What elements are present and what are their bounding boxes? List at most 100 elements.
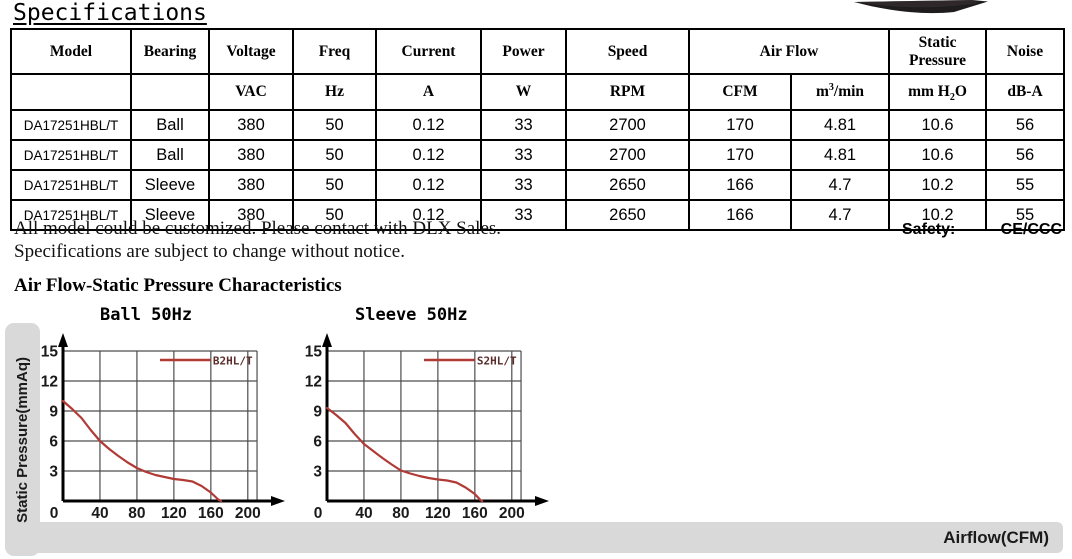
y-axis-label: Static Pressure(mmAq) (14, 356, 31, 523)
table-cell: Sleeve (130, 199, 210, 231)
ball-chart-svg: 15 12 9 6 3 0 40 80 120 160 200 B2HL/T (41, 333, 285, 522)
header-row-1: Model Bearing Voltage Freq Current Power… (10, 28, 1066, 75)
svg-text:80: 80 (392, 505, 409, 522)
table-cell: DA17251HBL/T (10, 169, 132, 201)
table-cell: 55 (985, 199, 1066, 231)
unit-cell-empty-bearing (130, 73, 210, 111)
unit-dba: dB-A (985, 73, 1066, 111)
col-header-airflow: Air Flow (687, 28, 891, 75)
header-row-units: VAC Hz A W RPM CFM m3/min mm H2O dB-A (10, 73, 1066, 111)
unit-hz: Hz (292, 73, 377, 111)
table-cell: 56 (985, 109, 1066, 141)
col-header-power: Power (480, 28, 567, 75)
col-header-model: Model (10, 28, 132, 75)
table-cell: Sleeve (130, 169, 210, 201)
svg-text:12: 12 (41, 374, 58, 391)
table-cell: 2650 (565, 199, 690, 231)
svg-text:0: 0 (314, 505, 323, 522)
safety-line: Safety: CE/CCC (902, 221, 1062, 239)
unit-cfm: CFM (688, 73, 792, 111)
unit-cell-empty-model (10, 73, 132, 111)
table-cell: 33 (480, 139, 567, 171)
svg-text:160: 160 (198, 505, 224, 522)
svg-text:9: 9 (49, 404, 58, 421)
table-cell: 55 (985, 169, 1066, 201)
table-cell: Ball (130, 139, 210, 171)
table-cell: 33 (480, 199, 567, 231)
table-cell: DA17251HBL/T (10, 109, 132, 141)
unit-mmh2o: mm H2O (888, 73, 988, 111)
col-header-freq: Freq (292, 28, 377, 75)
unit-a: A (375, 73, 482, 111)
table-cell: 33 (480, 169, 567, 201)
subscript-2: 2 (949, 92, 955, 104)
col-header-static-pressure: Static Pressure (888, 28, 988, 75)
table-cell: 2700 (565, 109, 690, 141)
table-row: DA17251HBL/T Sleeve 380 50 0.12 33 2650 166 4.7 1… (10, 199, 1066, 231)
table-cell: 380 (208, 109, 294, 141)
unit-m3min: m3/min (789, 73, 891, 111)
table-cell: 380 (208, 139, 294, 171)
superscript-3: 3 (828, 81, 834, 93)
svg-text:120: 120 (425, 505, 451, 522)
col-header-bearing: Bearing (130, 28, 210, 75)
table-cell: 4.81 (789, 139, 891, 171)
y-axis-label-bar: Static Pressure(mmAq) (5, 323, 40, 556)
unit-rpm: RPM (565, 73, 690, 111)
safety-value: CE/CCC (1000, 221, 1062, 238)
sleeve-chart-svg: 15 12 9 6 3 0 40 80 120 160 200 S2HL/T (305, 333, 549, 522)
svg-text:120: 120 (161, 505, 187, 522)
table-cell: 0.12 (375, 169, 482, 201)
table-cell: 50 (292, 169, 377, 201)
table-cell: 33 (480, 109, 567, 141)
fan-photo-fragment (854, 0, 988, 14)
table-cell: 56 (985, 139, 1066, 171)
svg-text:80: 80 (128, 505, 145, 522)
table-cell: 10.6 (888, 139, 988, 171)
table-cell: 50 (292, 139, 377, 171)
svg-text:200: 200 (499, 505, 525, 522)
svg-text:0: 0 (50, 505, 59, 522)
svg-text:12: 12 (305, 374, 322, 391)
table-row: DA17251HBL/T Sleeve 380 50 0.12 33 2650 166 4.7 1… (10, 169, 1066, 201)
table-row: DA17251HBL/T Ball 380 50 0.12 33 2700 170 4.81 10… (10, 139, 1066, 171)
table-cell: 166 (688, 169, 792, 201)
note-subject-to-change: Specifications are subject to change wit… (14, 241, 405, 262)
svg-text:B2HL/T: B2HL/T (213, 355, 253, 368)
page-title: Specifications (13, 0, 207, 26)
col-header-noise: Noise (985, 28, 1066, 75)
unit-vac: VAC (208, 73, 294, 111)
table-row: DA17251HBL/T Ball 380 50 0.12 33 2700 170 4.81 10… (10, 109, 1066, 141)
sleeve-chart-title: Sleeve 50Hz (355, 305, 468, 325)
svg-text:160: 160 (462, 505, 488, 522)
svg-text:15: 15 (41, 344, 59, 361)
col-header-current: Current (375, 28, 482, 75)
table-cell: 0.12 (375, 199, 482, 231)
table-cell: 10.2 (888, 199, 988, 231)
col-header-voltage: Voltage (208, 28, 294, 75)
x-axis-label-bar: Airflow(CFM) (24, 522, 1063, 553)
table-cell: 50 (292, 199, 377, 231)
table-cell: 170 (688, 109, 792, 141)
svg-text:6: 6 (49, 434, 58, 451)
table-cell: 380 (208, 169, 294, 201)
spec-table: Model Bearing Voltage Freq Current Power… (10, 28, 1066, 231)
table-cell: 10.2 (888, 169, 988, 201)
table-cell: 4.7 (789, 169, 891, 201)
safety-label: Safety: (902, 221, 956, 238)
table-cell: 380 (208, 199, 294, 231)
section-heading: Air Flow-Static Pressure Characteristics (14, 275, 342, 296)
table-cell: DA17251HBL/T (10, 199, 132, 231)
svg-text:3: 3 (313, 464, 322, 481)
table-cell: 170 (688, 139, 792, 171)
spec-table-body: DA17251HBL/T Ball 380 50 0.12 33 2700 170 4.81 10… (10, 109, 1066, 231)
svg-text:15: 15 (305, 344, 323, 361)
fan-photo-highlight (854, 0, 978, 8)
svg-text:3: 3 (49, 464, 58, 481)
ball-chart-title: Ball 50Hz (100, 305, 193, 325)
table-cell: 50 (292, 109, 377, 141)
table-cell: DA17251HBL/T (10, 139, 132, 171)
table-cell: 0.12 (375, 109, 482, 141)
svg-text:6: 6 (313, 434, 322, 451)
